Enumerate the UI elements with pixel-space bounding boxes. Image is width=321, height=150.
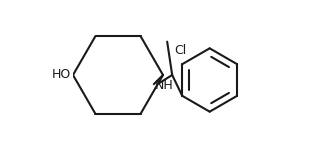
- Text: HO: HO: [52, 69, 71, 81]
- Text: NH: NH: [155, 79, 173, 92]
- Text: Cl: Cl: [174, 45, 187, 57]
